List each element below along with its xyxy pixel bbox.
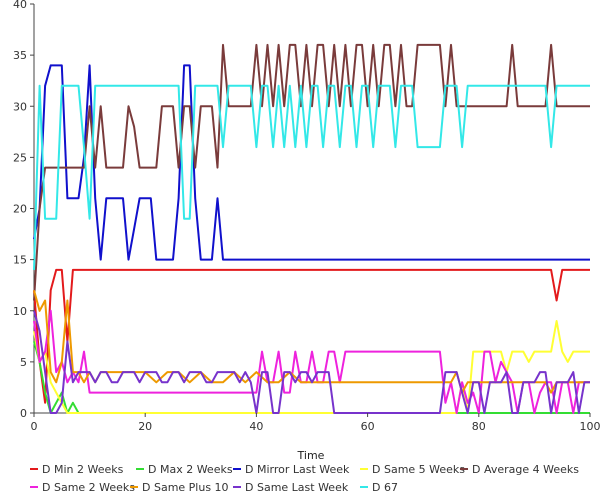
y-tick-label: 30 — [13, 100, 27, 113]
legend-item: D Min 2 Weeks — [30, 463, 124, 476]
legend-label: D Same 5 Weeks — [372, 463, 465, 476]
y-tick-label: 40 — [13, 0, 27, 11]
x-axis-title: Time — [297, 449, 325, 462]
legend-label: D Average 4 Weeks — [472, 463, 579, 476]
legend-item: D Max 2 Weeks — [136, 463, 233, 476]
y-axis-ticks: 0 5 10 15 20 25 30 35 40 — [13, 0, 34, 420]
y-tick-label: 0 — [20, 407, 27, 420]
x-tick-label: 0 — [31, 420, 38, 433]
x-tick-label: 80 — [472, 420, 486, 433]
x-tick-label: 20 — [138, 420, 152, 433]
series-line-d-average-4-weeks — [34, 45, 590, 301]
series-line-d-same-5-weeks — [34, 321, 590, 413]
y-tick-label: 25 — [13, 151, 27, 164]
series-line-d-same-2-weeks — [34, 311, 590, 413]
legend-item: D Same Plus 10 — [130, 481, 229, 494]
x-tick-label: 40 — [249, 420, 263, 433]
x-tick-label: 100 — [580, 420, 600, 433]
x-axis-ticks: 0 20 40 60 80 100 — [31, 413, 600, 433]
y-tick-label: 35 — [13, 49, 27, 62]
legend: D Min 2 Weeks D Max 2 Weeks D Mirror Last … — [30, 463, 579, 494]
legend-item: D Average 4 Weeks — [460, 463, 579, 476]
legend-label: D 67 — [372, 481, 398, 494]
legend-label: D Same Last Week — [245, 481, 349, 494]
legend-label: D Min 2 Weeks — [42, 463, 124, 476]
y-tick-label: 10 — [13, 305, 27, 318]
legend-item: D Mirror Last Week — [233, 463, 350, 476]
y-tick-label: 20 — [13, 203, 27, 216]
legend-label: D Max 2 Weeks — [148, 463, 233, 476]
legend-item: D Same Last Week — [233, 481, 349, 494]
x-tick-label: 60 — [361, 420, 375, 433]
legend-label: D Same 2 Weeks — [42, 481, 135, 494]
y-tick-label: 5 — [20, 356, 27, 369]
y-tick-label: 15 — [13, 254, 27, 267]
legend-item: D 67 — [360, 481, 398, 494]
plot-area — [34, 45, 590, 413]
legend-item: D Same 5 Weeks — [360, 463, 465, 476]
legend-label: D Mirror Last Week — [245, 463, 350, 476]
legend-label: D Same Plus 10 — [142, 481, 229, 494]
series-line-d-67 — [34, 86, 590, 270]
series-line-d-same-last-week — [34, 311, 590, 413]
legend-item: D Same 2 Weeks — [30, 481, 135, 494]
